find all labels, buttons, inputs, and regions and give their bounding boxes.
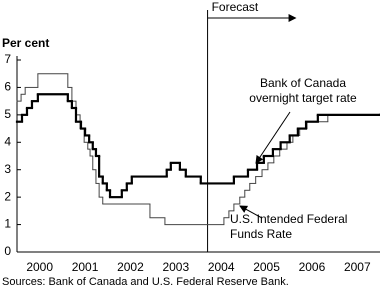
y-tick-label: 5 xyxy=(4,107,11,121)
x-tick-label: 2001 xyxy=(72,260,99,274)
x-tick-label: 2000 xyxy=(26,260,53,274)
x-tick-label: 2002 xyxy=(117,260,144,274)
y-tick-label: 0 xyxy=(4,244,11,258)
series-label: U.S. Intended Federal Funds Rate xyxy=(230,212,348,241)
x-tick-label: 2004 xyxy=(208,260,235,274)
y-axis-label: Per cent xyxy=(2,36,49,50)
y-tick-label: 6 xyxy=(4,80,11,94)
y-tick-label: 2 xyxy=(4,189,11,203)
x-tick-label: 2007 xyxy=(344,260,371,274)
x-tick-label: 2005 xyxy=(253,260,280,274)
y-tick-label: 1 xyxy=(4,217,11,231)
y-tick-label: 4 xyxy=(4,134,11,148)
x-tick-label: 2003 xyxy=(162,260,189,274)
series-label: Bank of Canada overnight target rate xyxy=(249,76,357,105)
source-note: Sources: Bank of Canada and U.S. Federal… xyxy=(2,276,289,288)
forecast-label: Forecast xyxy=(212,0,259,14)
y-tick-label: 7 xyxy=(4,52,11,66)
y-tick-label: 3 xyxy=(4,162,11,176)
pointer-arrow xyxy=(239,205,263,219)
pointer-arrow xyxy=(255,111,291,164)
x-tick-label: 2006 xyxy=(299,260,326,274)
